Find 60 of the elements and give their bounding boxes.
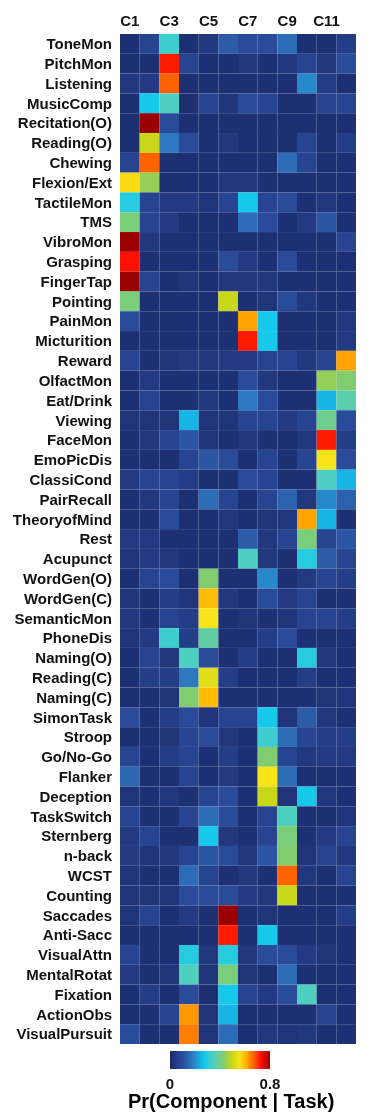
y-tick-label: Fixation bbox=[54, 985, 112, 1003]
y-tick-label: Grasping bbox=[46, 253, 112, 271]
y-tick-label: FaceMon bbox=[46, 431, 112, 449]
y-tick-label: PainMon bbox=[49, 312, 112, 330]
y-tick-label: Viewing bbox=[55, 411, 112, 429]
y-tick-label: EmoPicDis bbox=[33, 451, 112, 469]
y-tick-label: ToneMon bbox=[46, 35, 112, 53]
y-tick-label: VisualAttn bbox=[38, 946, 112, 964]
y-tick-label: FingerTap bbox=[40, 272, 112, 290]
y-tick-label: TactileMon bbox=[34, 193, 112, 211]
y-tick-label: ClassiCond bbox=[29, 470, 112, 488]
y-tick-label: Deception bbox=[39, 787, 112, 805]
y-tick-label: Sternberg bbox=[41, 827, 112, 845]
y-tick-label: Micturition bbox=[35, 332, 112, 350]
y-tick-label: PhoneDis bbox=[42, 629, 112, 647]
y-tick-label: SimonTask bbox=[33, 708, 113, 726]
y-tick-label: PitchMon bbox=[44, 55, 112, 73]
y-tick-label: Anti-Sacc bbox=[42, 926, 112, 944]
y-tick-label: Chewing bbox=[49, 154, 112, 172]
y-tick-label: OlfactMon bbox=[38, 371, 112, 389]
y-tick-label: Saccades bbox=[42, 906, 112, 924]
x-tick-label: C1 bbox=[120, 12, 140, 29]
y-tick-label: Pointing bbox=[52, 292, 112, 310]
y-tick-label: Rest bbox=[79, 530, 112, 548]
y-tick-label: Reward bbox=[57, 352, 112, 370]
y-tick-label: Naming(C) bbox=[36, 688, 112, 706]
y-tick-label: Go/No-Go bbox=[41, 748, 112, 766]
y-tick-label: Recitation(O) bbox=[17, 114, 112, 132]
y-tick-label: Counting bbox=[46, 886, 112, 904]
x-tick-label: C9 bbox=[277, 12, 297, 29]
y-tick-label: VisualPursuit bbox=[16, 1025, 112, 1043]
y-tick-label: Reading(C) bbox=[32, 668, 112, 686]
y-tick-label: Stroop bbox=[63, 728, 112, 746]
y-tick-label: WordGen(O) bbox=[23, 569, 112, 587]
x-tick-label: C11 bbox=[313, 12, 340, 29]
y-tick-label: VibroMon bbox=[43, 233, 112, 251]
y-tick-label: WordGen(C) bbox=[23, 589, 112, 607]
x-tick-label: C5 bbox=[198, 12, 219, 29]
y-tick-label: MusicComp bbox=[26, 94, 112, 112]
y-tick-label: PairRecall bbox=[39, 490, 112, 508]
y-tick-label: MentalRotat bbox=[26, 966, 112, 984]
y-tick-label: TaskSwitch bbox=[30, 807, 112, 825]
x-tick-label: C7 bbox=[238, 12, 258, 29]
y-tick-label: Listening bbox=[45, 74, 112, 92]
y-tick-label: Reading(O) bbox=[31, 134, 112, 152]
y-tick-label: Naming(O) bbox=[35, 649, 112, 667]
y-tick-label: TMS bbox=[80, 213, 112, 231]
y-tick-label: WCST bbox=[67, 866, 112, 884]
y-tick-label: Flexion/Ext bbox=[31, 173, 112, 191]
y-tick-label: TheoryofMind bbox=[12, 510, 112, 528]
y-tick-label: ActionObs bbox=[36, 1005, 112, 1023]
color-bar-label: 0 bbox=[165, 1074, 175, 1092]
y-tick-label: SemanticMon bbox=[14, 609, 112, 627]
y-tick-label: Eat/Drink bbox=[46, 391, 113, 409]
color-bar-title: Pr(Component | Task) bbox=[128, 1090, 336, 1113]
color-bar-label: 0.8 bbox=[259, 1074, 281, 1092]
y-tick-label: n-back bbox=[63, 847, 113, 865]
y-tick-label: Flanker bbox=[58, 767, 113, 785]
x-tick-label: C3 bbox=[159, 12, 179, 29]
y-tick-label: Acupunct bbox=[42, 550, 112, 568]
